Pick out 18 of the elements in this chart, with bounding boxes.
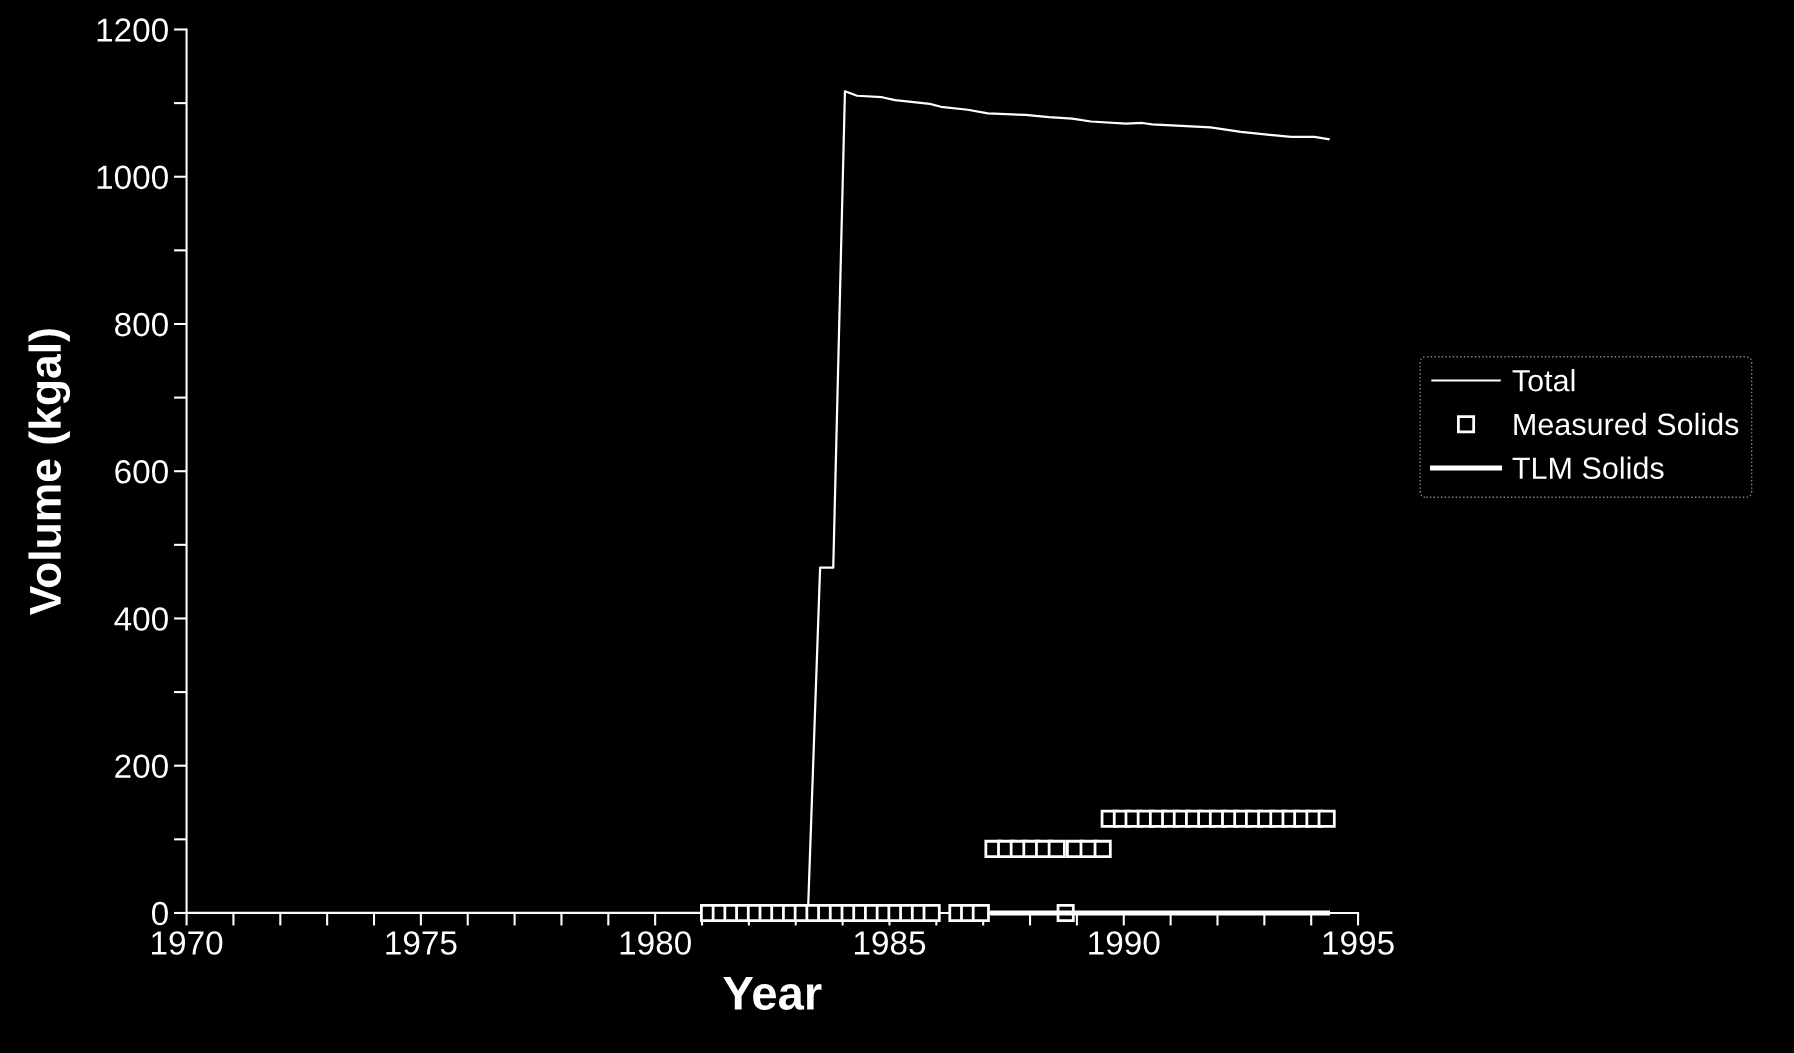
x-tick-label: 1985 (854, 931, 926, 955)
legend-label: Total (1512, 369, 1575, 392)
legend-label: TLM Solids (1512, 456, 1664, 480)
y-tick-label: 400 (114, 607, 168, 631)
x-tick-label: 1990 (1089, 931, 1160, 955)
y-tick-label: 1200 (97, 18, 168, 42)
legend-label: Measured Solids (1514, 412, 1739, 436)
x-axis-title: Year (723, 977, 822, 1010)
x-tick-label: 1995 (1323, 931, 1394, 955)
x-tick-label: 1980 (620, 931, 691, 955)
y-tick-label: 0 (151, 901, 168, 926)
y-tick-label: 600 (115, 460, 168, 484)
x-tick-label: 1970 (152, 931, 223, 955)
y-tick-label: 1000 (97, 165, 168, 190)
y-axis-title: Volume (kgal) (28, 329, 71, 615)
x-tick-label: 1975 (386, 931, 457, 955)
y-tick-label: 200 (115, 754, 168, 779)
y-tick-label: 800 (115, 312, 168, 337)
